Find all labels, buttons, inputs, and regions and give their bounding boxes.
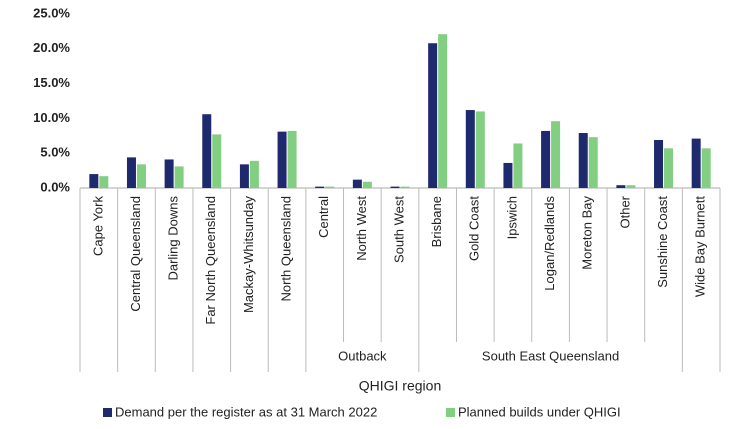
bar xyxy=(438,34,448,189)
legend-label: Demand per the register as at 31 March 2… xyxy=(115,404,377,419)
bar xyxy=(551,121,561,188)
x-tick-label: Sunshine Coast xyxy=(655,196,670,288)
bar xyxy=(136,164,146,188)
x-tick-label: North Queensland xyxy=(278,196,293,302)
x-tick-label: Mackay-Whitsunday xyxy=(241,196,256,314)
bar xyxy=(174,166,184,188)
x-tick-label: Moreton Bay xyxy=(580,196,595,270)
group-label: South East Queensland xyxy=(482,348,619,363)
x-tick-label: Cape York xyxy=(90,196,105,256)
bar xyxy=(616,185,626,188)
bar xyxy=(287,130,297,188)
x-axis-title: QHIGI region xyxy=(359,378,441,394)
x-tick-label: Gold Coast xyxy=(467,196,482,261)
bar xyxy=(701,148,711,188)
legend-swatch xyxy=(446,408,455,417)
bar xyxy=(239,164,249,188)
y-tick-label: 5.0% xyxy=(40,145,70,160)
group-label: Outback xyxy=(338,348,387,363)
bar xyxy=(691,138,701,188)
x-tick-label: South West xyxy=(391,196,406,263)
bar xyxy=(99,176,109,188)
x-tick-label: Far North Queensland xyxy=(203,196,218,325)
bar xyxy=(202,114,212,188)
x-tick-label: Central xyxy=(316,196,331,238)
x-tick-label: Darling Downs xyxy=(166,196,181,281)
legend-label: Planned builds under QHIGI xyxy=(458,404,621,419)
bar xyxy=(503,162,513,188)
bar xyxy=(362,181,372,188)
x-tick-label: Logan/Redlands xyxy=(542,196,557,291)
bar xyxy=(277,131,287,188)
bar xyxy=(465,110,475,188)
bar xyxy=(89,174,99,188)
x-tick-label: North West xyxy=(354,196,369,261)
bar xyxy=(541,130,551,188)
bar xyxy=(390,186,400,188)
bar xyxy=(513,143,523,188)
y-tick-label: 0.0% xyxy=(40,179,70,194)
bar xyxy=(212,134,222,188)
x-tick-label: Other xyxy=(617,195,632,228)
y-tick-label: 15.0% xyxy=(33,75,70,90)
bar xyxy=(664,148,674,188)
bar xyxy=(475,111,485,188)
legend-swatch xyxy=(103,408,112,417)
bar xyxy=(400,186,410,188)
y-tick-label: 10.0% xyxy=(33,110,70,125)
x-tick-label: Ipswich xyxy=(504,196,519,239)
bar xyxy=(249,160,259,188)
bar xyxy=(428,43,438,189)
bar xyxy=(315,186,325,188)
bar xyxy=(654,139,664,188)
bar xyxy=(588,137,598,188)
bar xyxy=(578,133,588,188)
x-tick-label: Wide Bay Burnett xyxy=(693,196,708,298)
bar xyxy=(164,159,174,188)
x-tick-label: Central Queensland xyxy=(128,196,143,312)
bar xyxy=(325,186,335,188)
bar xyxy=(626,185,636,188)
bar xyxy=(352,179,362,188)
x-tick-label: Brisbane xyxy=(429,196,444,247)
y-tick-label: 25.0% xyxy=(33,5,70,20)
bar xyxy=(126,157,136,188)
y-tick-label: 20.0% xyxy=(33,40,70,55)
